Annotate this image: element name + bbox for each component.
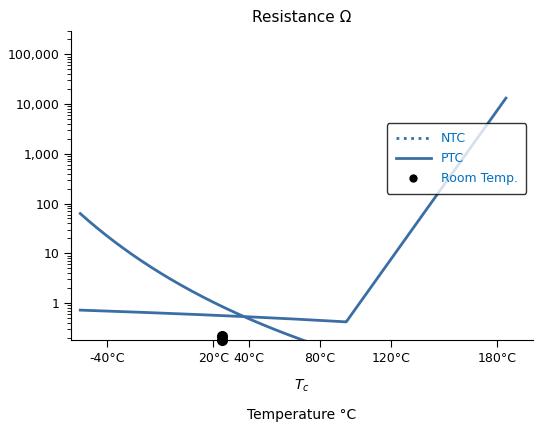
Legend: NTC, PTC, Room Temp.: NTC, PTC, Room Temp. xyxy=(387,123,526,194)
Text: $T_c$: $T_c$ xyxy=(294,377,310,394)
Title: Resistance Ω: Resistance Ω xyxy=(252,10,352,25)
Text: Temperature °C: Temperature °C xyxy=(248,408,356,422)
